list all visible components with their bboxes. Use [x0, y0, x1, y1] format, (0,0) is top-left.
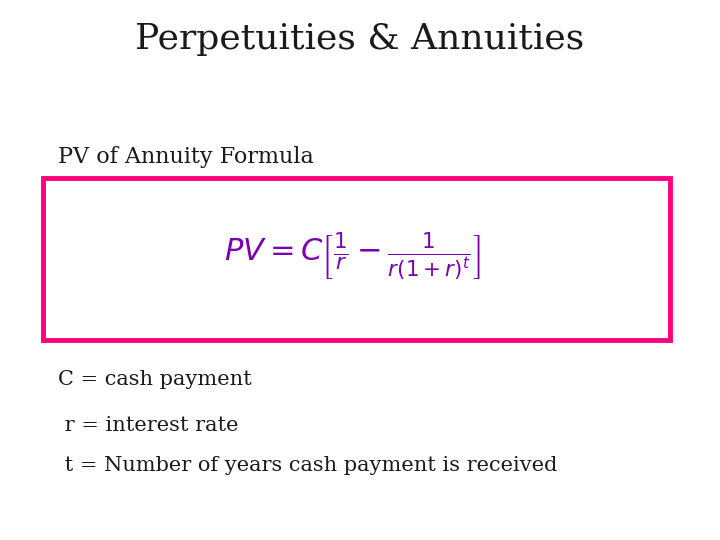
Text: PV of Annuity Formula: PV of Annuity Formula — [58, 146, 313, 168]
Text: t = Number of years cash payment is received: t = Number of years cash payment is rece… — [58, 456, 557, 475]
Text: C = cash payment: C = cash payment — [58, 370, 251, 389]
Text: $\mathit{PV} = C\left[\frac{1}{r} - \frac{1}{r(1+r)^t}\right]$: $\mathit{PV} = C\left[\frac{1}{r} - \fra… — [225, 230, 481, 283]
FancyBboxPatch shape — [43, 178, 670, 340]
Text: Perpetuities & Annuities: Perpetuities & Annuities — [135, 22, 585, 56]
Text: r = interest rate: r = interest rate — [58, 416, 238, 435]
